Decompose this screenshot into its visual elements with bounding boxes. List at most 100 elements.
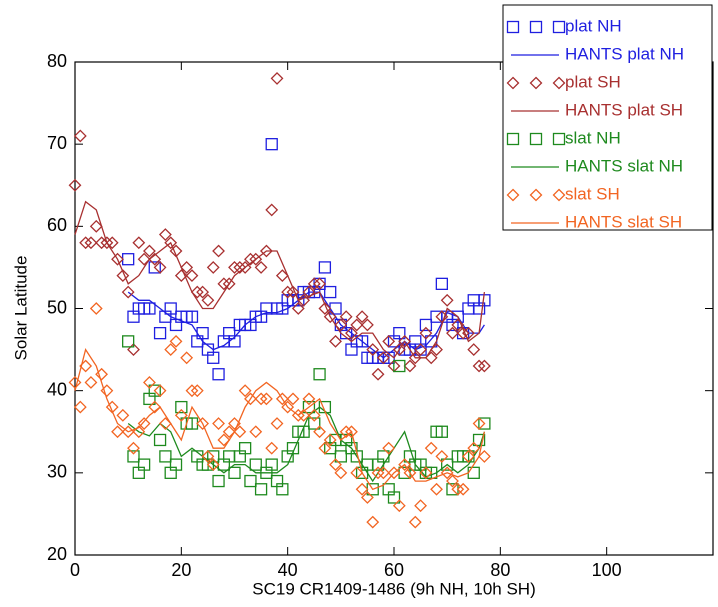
diamond-marker: [408, 515, 422, 529]
diamond-marker: [398, 334, 412, 348]
diamond-marker: [345, 425, 358, 439]
diamond-marker: [286, 285, 300, 299]
diamond-marker: [329, 334, 342, 348]
square-marker: [153, 326, 167, 340]
square-marker: [148, 384, 161, 397]
diamond-marker: [244, 252, 257, 266]
diamond-marker: [121, 285, 135, 299]
square-marker: [212, 368, 225, 381]
square-marker: [276, 483, 289, 496]
diamond-marker: [451, 318, 465, 332]
square-marker: [313, 368, 326, 381]
diamond-marker: [249, 252, 263, 266]
diamond-marker: [313, 425, 326, 439]
diamond-marker: [286, 392, 300, 406]
diamond-marker: [323, 433, 337, 447]
square-marker: [393, 359, 406, 373]
diamond-marker: [185, 384, 199, 398]
diamond-marker: [84, 236, 98, 250]
square-marker: [249, 458, 262, 471]
x-axis-label: SC19 CR1409-1486 (9h NH, 10h SH): [252, 579, 535, 598]
diamond-marker: [105, 236, 119, 250]
diamond-marker: [318, 302, 332, 315]
diamond-marker: [238, 384, 252, 398]
diamond-marker: [212, 417, 225, 430]
legend-label: HANTS plat NH: [565, 44, 684, 63]
square-marker: [308, 417, 321, 430]
diamond-marker: [73, 400, 87, 414]
diamond-marker: [297, 293, 311, 307]
diamond-marker: [265, 203, 279, 217]
y-tick-label: 60: [47, 215, 67, 235]
diamond-marker: [376, 466, 390, 480]
square-marker: [148, 261, 161, 274]
diamond-marker: [137, 417, 151, 430]
diamond-marker: [302, 392, 316, 406]
diamond-marker: [169, 334, 183, 348]
diamond-marker: [196, 285, 210, 299]
legend-box: [502, 4, 713, 231]
legend-label: slat SH: [565, 184, 620, 203]
diamond-marker: [201, 449, 215, 463]
square-marker: [228, 466, 241, 479]
diamond-marker: [100, 236, 114, 250]
diamond-marker: [265, 441, 279, 455]
diamond-marker: [424, 441, 438, 455]
square-marker: [506, 20, 520, 34]
diamond-marker: [371, 367, 385, 381]
diamond-marker: [307, 277, 321, 291]
square-marker: [265, 138, 278, 151]
diamond-marker: [206, 458, 220, 472]
square-marker: [137, 458, 151, 471]
diamond-marker: [313, 277, 326, 291]
diamond-marker: [95, 236, 109, 250]
diamond-marker: [451, 482, 465, 496]
square-marker: [506, 132, 520, 146]
square-marker: [529, 132, 543, 146]
square-marker: [212, 474, 225, 488]
diamond-marker: [222, 425, 236, 439]
diamond-marker: [414, 499, 428, 513]
diamond-marker: [158, 228, 172, 241]
diamond-marker: [270, 72, 284, 85]
diamond-marker: [89, 219, 103, 233]
diamond-marker: [339, 425, 353, 439]
x-tick-label: 60: [384, 560, 404, 580]
diamond-marker: [233, 425, 247, 439]
diamond-marker: [506, 188, 520, 202]
square-marker: [122, 253, 135, 266]
diamond-marker: [302, 285, 316, 299]
diamond-marker: [127, 343, 140, 357]
diamond-marker: [143, 376, 156, 389]
diamond-marker: [323, 310, 337, 324]
square-marker: [244, 474, 257, 488]
square-marker: [467, 466, 480, 479]
diamond-marker: [350, 318, 364, 332]
diamond-marker: [201, 293, 215, 307]
square-marker: [334, 450, 347, 463]
square-marker: [207, 351, 220, 364]
diamond-marker: [355, 310, 369, 324]
plot-frame: [74, 61, 714, 556]
legend-label: HANTS slat SH: [565, 212, 682, 231]
diamond-marker: [398, 458, 412, 472]
diamond-marker: [382, 441, 396, 455]
diamond-marker: [148, 400, 162, 414]
diamond-marker: [275, 269, 289, 283]
diamond-marker: [392, 343, 406, 357]
square-marker: [207, 450, 220, 463]
diamond-marker: [190, 384, 204, 398]
fit-line: [74, 200, 486, 359]
diamond-marker: [446, 474, 459, 488]
diamond-marker: [366, 343, 380, 357]
diamond-marker: [552, 76, 566, 90]
square-marker: [552, 20, 566, 34]
diamond-marker: [440, 466, 454, 480]
square-marker: [159, 450, 172, 463]
diamond-marker: [552, 188, 566, 202]
square-marker: [185, 310, 199, 323]
diamond-marker: [89, 302, 103, 315]
y-tick-label: 30: [47, 462, 67, 482]
square-marker: [435, 425, 449, 438]
square-marker: [302, 400, 316, 414]
